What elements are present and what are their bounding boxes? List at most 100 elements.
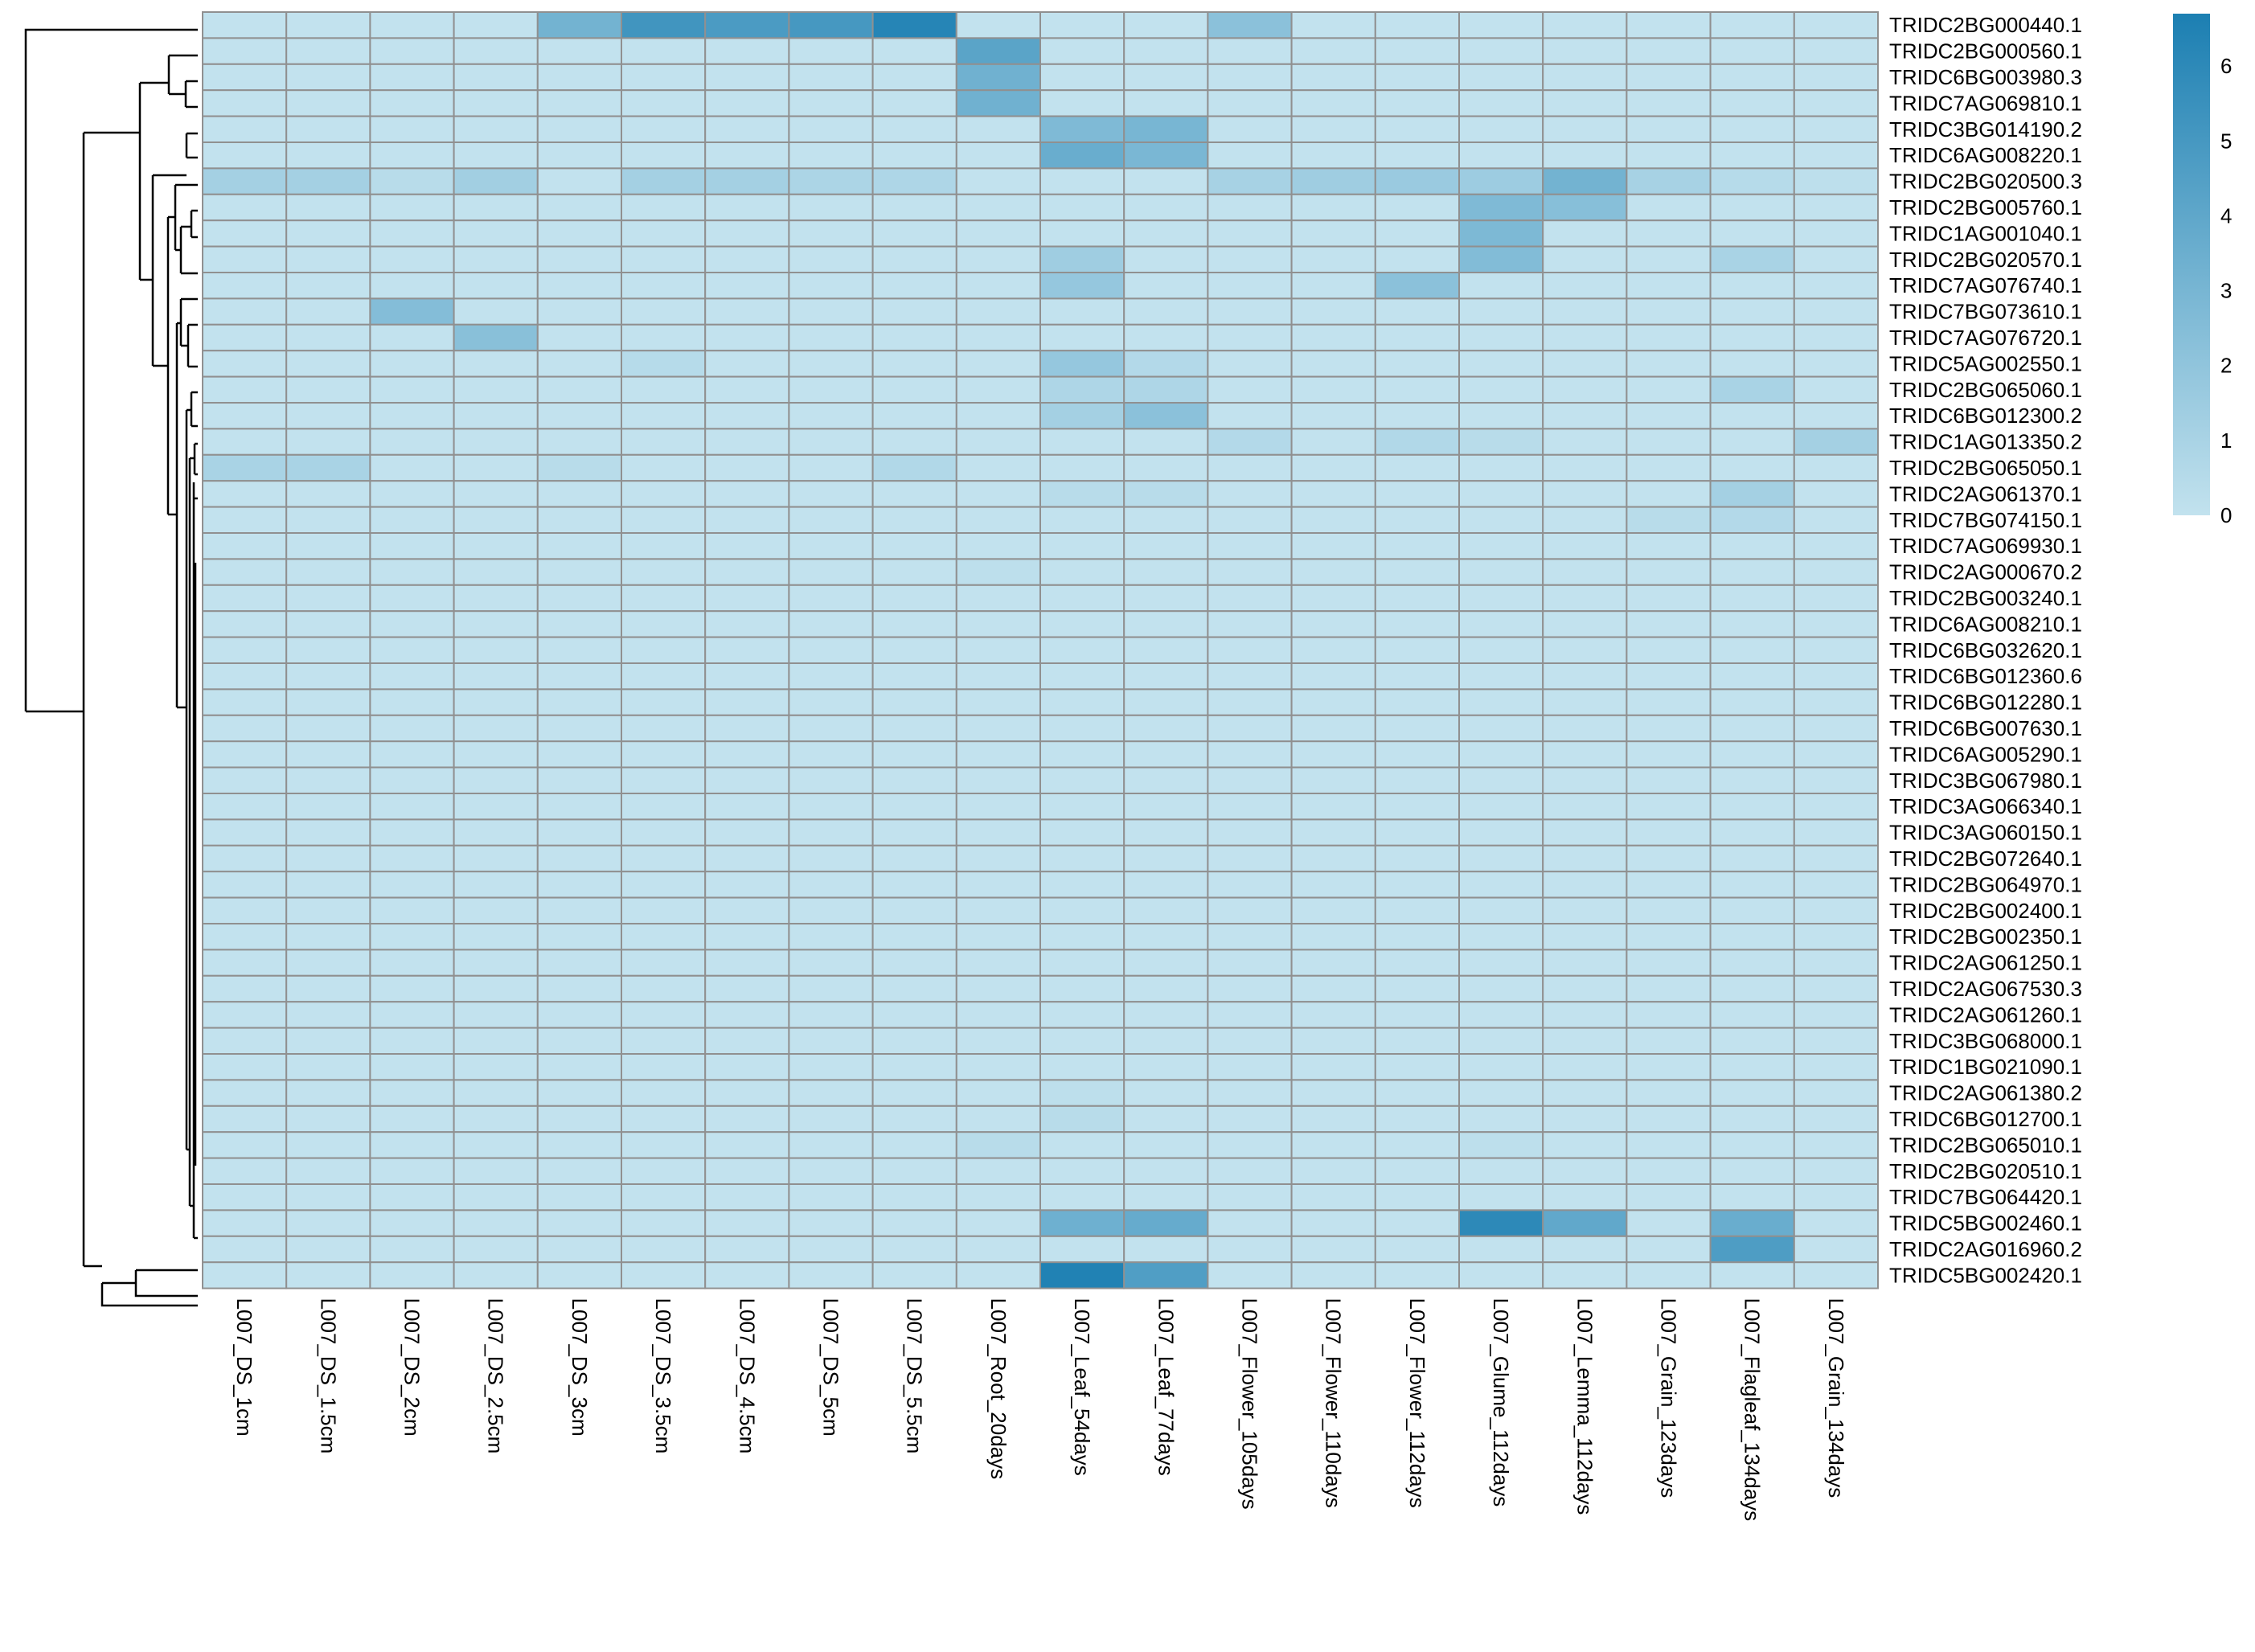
heatmap-cell [1123,766,1209,794]
heatmap-cell [1290,11,1376,39]
heatmap-cell [369,1001,455,1029]
heatmap-cell [1709,1157,1795,1185]
heatmap-cell [453,1209,539,1237]
heatmap-cell [788,1261,874,1289]
row-label: TRIDC2BG065050.1 [1889,456,2082,480]
heatmap-cell [1290,350,1376,378]
heatmap-cell [536,350,622,378]
heatmap-cell [285,297,371,326]
heatmap-cell [621,1131,707,1159]
heatmap-cell [704,740,790,769]
heatmap-cell [704,1261,790,1289]
heatmap-cell [1123,1079,1209,1107]
heatmap-cell [704,11,790,39]
heatmap-cell [1039,558,1125,586]
heatmap-cell [1458,245,1544,274]
column-label: L007_Grain_123days [1657,1298,1681,1498]
heatmap-cell [536,323,622,352]
heatmap-cell [871,688,957,716]
heatmap-cell [955,350,1042,378]
heatmap-cell [1542,1079,1628,1107]
heatmap-cell [1458,1053,1544,1081]
heatmap-cell [621,662,707,691]
heatmap-cell [1458,1079,1544,1107]
row-label: TRIDC2BG002350.1 [1889,924,2082,949]
heatmap-cell [1709,714,1795,743]
heatmap-cell [621,818,707,846]
row-label: TRIDC3BG067980.1 [1889,769,2082,793]
row-label: TRIDC1AG001040.1 [1889,221,2082,245]
heatmap-cell [871,818,957,846]
heatmap-cell [1793,11,1880,39]
heatmap-cell [1458,219,1544,248]
heatmap-cell [1207,11,1293,39]
heatmap-cell [285,793,371,821]
heatmap-cell [536,1235,622,1264]
heatmap-cell [1626,1157,1712,1185]
row-label: TRIDC6AG005290.1 [1889,742,2082,766]
heatmap-cell [536,115,622,144]
heatmap-cell [1542,1105,1628,1133]
heatmap-cell [1039,1261,1125,1289]
heatmap-cell [788,167,874,195]
heatmap-cell [788,974,874,1003]
heatmap-cell [871,219,957,248]
heatmap-cell [1123,219,1209,248]
heatmap-cell [955,793,1042,821]
heatmap-cell [871,115,957,144]
heatmap-cell [1793,871,1880,899]
heatmap-cell [1793,297,1880,326]
heatmap-cell [285,532,371,560]
heatmap-cell [1123,949,1209,977]
heatmap-cell [1039,532,1125,560]
heatmap-cell [285,1209,371,1237]
heatmap-cell [788,350,874,378]
heatmap-cell [453,871,539,899]
heatmap-cell [1542,1183,1628,1211]
heatmap-cell [202,245,288,274]
heatmap-cell [1709,167,1795,195]
heatmap-cell [1123,1235,1209,1264]
heatmap-cell [871,1105,957,1133]
heatmap-cell [1123,89,1209,117]
heatmap-cell [536,453,622,482]
heatmap-cell [1290,610,1376,638]
heatmap-cell [285,1183,371,1211]
heatmap-cell [1793,1157,1880,1185]
heatmap-cell [955,1235,1042,1264]
heatmap-cell [202,1053,288,1081]
column-label: L007_Flagleaf_134days [1740,1298,1765,1522]
heatmap-cell [285,272,371,300]
heatmap-cell [1542,844,1628,873]
heatmap-cell [1290,89,1376,117]
heatmap-cell [1123,610,1209,638]
heatmap-cell [1039,1027,1125,1055]
heatmap-cell [1458,506,1544,534]
heatmap-cell [621,793,707,821]
heatmap-cell [1039,818,1125,846]
heatmap-cell [1374,949,1461,977]
heatmap-cell [1793,974,1880,1003]
heatmap-cell [1290,1105,1376,1133]
legend-tick-label: 1 [2220,428,2232,453]
heatmap-cell [1626,141,1712,170]
heatmap-cell [1709,480,1795,508]
heatmap-cell [1290,766,1376,794]
heatmap-cell [955,1079,1042,1107]
heatmap-cell [369,350,455,378]
column-label: L007_DS_1cm [232,1298,256,1437]
heatmap-cell [1207,375,1293,404]
dendrogram-branch [24,28,198,711]
heatmap-cell [1458,1105,1544,1133]
heatmap-cell [704,453,790,482]
heatmap-cell [1626,688,1712,716]
heatmap-cell [1542,1157,1628,1185]
heatmap-cell [1793,844,1880,873]
heatmap-cell [1123,1131,1209,1159]
heatmap-cell [1290,532,1376,560]
heatmap-cell [1709,688,1795,716]
heatmap-cell [1709,219,1795,248]
heatmap-cell [1458,610,1544,638]
heatmap-cell [202,1261,288,1289]
heatmap-cell [788,37,874,65]
